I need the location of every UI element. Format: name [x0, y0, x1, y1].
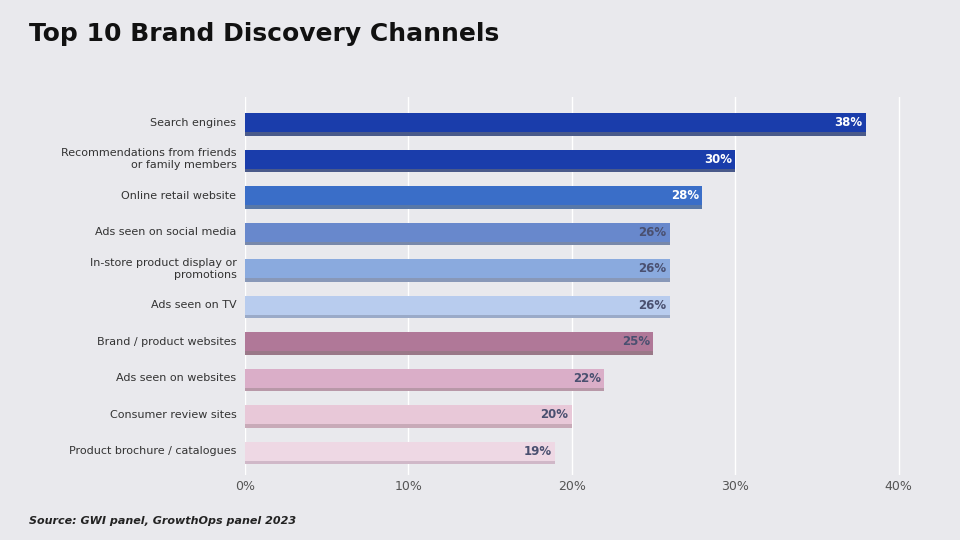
Bar [245, 333, 654, 352]
Text: 20%: 20% [540, 408, 568, 421]
Text: 26%: 26% [638, 226, 666, 239]
Bar [245, 314, 670, 318]
Bar [245, 113, 866, 132]
Bar [245, 406, 571, 424]
Bar [245, 388, 605, 391]
Text: 26%: 26% [638, 262, 666, 275]
Text: 28%: 28% [671, 190, 699, 202]
Bar [245, 442, 555, 461]
Text: 22%: 22% [573, 372, 601, 385]
Bar [245, 259, 670, 278]
Bar [245, 186, 703, 205]
Bar [245, 205, 703, 208]
Bar [245, 168, 735, 172]
Text: 19%: 19% [524, 445, 552, 458]
Bar [245, 132, 866, 136]
Bar [245, 150, 735, 169]
Bar [245, 369, 605, 388]
Bar [245, 351, 654, 355]
Bar [245, 223, 670, 242]
Bar [245, 296, 670, 315]
Text: 26%: 26% [638, 299, 666, 312]
Bar [245, 278, 670, 282]
Bar [245, 424, 571, 428]
Text: 30%: 30% [704, 153, 732, 166]
Text: Source: GWI panel, GrowthOps panel 2023: Source: GWI panel, GrowthOps panel 2023 [29, 516, 296, 526]
Text: 38%: 38% [834, 116, 862, 129]
Bar [245, 241, 670, 245]
Text: 25%: 25% [622, 335, 650, 348]
Bar [245, 461, 555, 464]
Text: Top 10 Brand Discovery Channels: Top 10 Brand Discovery Channels [29, 22, 499, 45]
